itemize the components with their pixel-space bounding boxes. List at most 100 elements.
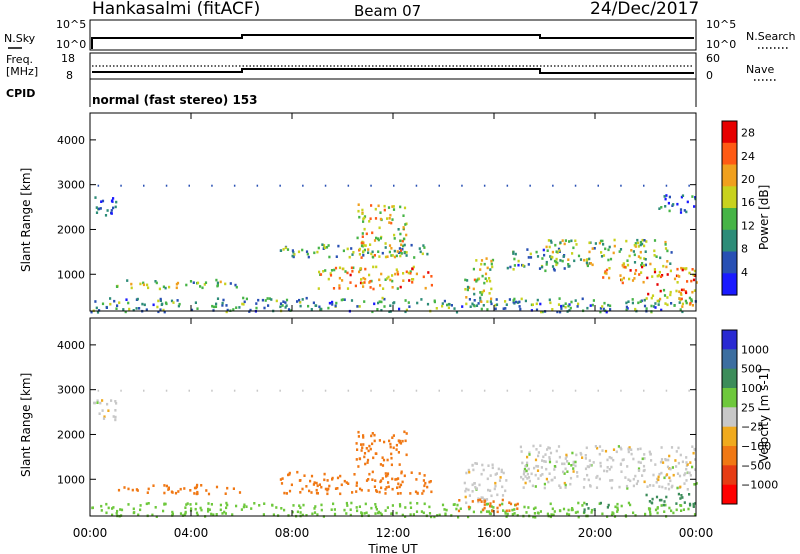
power-cell — [142, 283, 146, 287]
power-cell — [327, 277, 330, 281]
power-cell — [325, 246, 329, 249]
velocity-cell — [677, 492, 680, 496]
velocity-cell — [381, 456, 384, 459]
velocity-cell — [195, 492, 198, 496]
velocity-cell — [539, 474, 542, 477]
velocity-cell — [323, 478, 326, 482]
velocity-cell — [313, 511, 317, 514]
power-cell — [94, 196, 97, 199]
power-cell — [158, 287, 161, 291]
power-cell — [292, 250, 295, 254]
velocity-cell — [664, 487, 667, 490]
velocity-cell — [380, 513, 383, 516]
velocity-cell — [430, 490, 433, 494]
velocity-cell — [313, 481, 316, 484]
power-cell — [377, 250, 380, 253]
power-cell — [564, 305, 567, 309]
velocity-cell — [375, 490, 378, 493]
power-cell — [653, 254, 656, 257]
power-cell — [391, 279, 394, 283]
power-cell — [373, 302, 376, 306]
power-cell — [106, 209, 109, 212]
power-cell — [282, 300, 285, 303]
velocity-cell — [355, 484, 358, 487]
velocity-cell — [618, 485, 621, 489]
velocity-cell — [670, 446, 674, 449]
velocity-cell — [364, 462, 367, 466]
velocity-cell — [533, 512, 536, 515]
power-cell — [263, 306, 266, 310]
time-axis: 00:00 04:00 08:00 12:00 16:00 20:00 00:00 — [73, 113, 713, 540]
power-cell — [640, 271, 643, 274]
velocity-cell — [482, 498, 486, 501]
power-cell — [190, 308, 194, 312]
y-tick-label: 3000 — [57, 179, 85, 192]
velocity-cell — [114, 415, 117, 419]
power-cell — [249, 308, 252, 312]
velocity-cell — [271, 504, 274, 507]
power-cell — [693, 205, 696, 208]
velocity-cell — [397, 439, 400, 442]
velocity-plot-bg — [90, 318, 696, 516]
power-cell — [659, 289, 662, 293]
velocity-cell — [303, 474, 306, 477]
power-cell — [476, 278, 479, 282]
velocity-cell — [692, 505, 695, 508]
power-cell — [222, 298, 225, 302]
power-cell — [660, 206, 663, 209]
velocity-cell — [598, 502, 601, 505]
velocity-cell — [669, 479, 672, 483]
velocity-cell — [428, 505, 431, 509]
velocity-cell — [167, 486, 170, 490]
power-cell — [597, 184, 599, 187]
velocity-cell — [694, 458, 697, 461]
velocity-cell — [536, 469, 540, 472]
power-cell — [400, 243, 403, 247]
velocity-cell — [288, 489, 292, 493]
power-cell — [172, 301, 175, 304]
velocity-cell — [363, 512, 366, 515]
velocity-cell — [365, 511, 368, 515]
velocity-cell — [632, 457, 635, 461]
velocity-cell — [590, 508, 594, 512]
power-cell — [359, 267, 362, 270]
power-cell — [390, 254, 393, 257]
velocity-cell — [530, 472, 533, 476]
velocity-cell — [400, 471, 403, 475]
velocity-cell — [389, 445, 392, 449]
power-cell — [475, 304, 479, 307]
power-cell — [405, 251, 408, 254]
velocity-cell — [536, 465, 540, 468]
power-cell — [367, 251, 370, 254]
power-cell — [363, 248, 366, 252]
velocity-cell — [403, 430, 406, 434]
velocity-cell — [465, 471, 468, 475]
colorbar-swatch — [722, 164, 737, 187]
power-cell — [693, 289, 696, 292]
velocity-cell — [537, 454, 540, 458]
velocity-cell — [691, 465, 694, 469]
power-cell — [362, 244, 366, 247]
power-cell — [405, 233, 408, 237]
velocity-cell — [115, 402, 118, 405]
power-cell — [399, 250, 402, 254]
power-cell — [464, 278, 467, 282]
power-cell — [664, 247, 668, 250]
velocity-cell — [614, 505, 617, 509]
velocity-cell — [384, 492, 387, 495]
power-cell — [603, 301, 606, 305]
velocity-cell — [489, 512, 492, 516]
power-cell — [363, 215, 367, 218]
power-cell — [455, 310, 459, 314]
velocity-cell — [577, 501, 580, 505]
power-cell — [608, 267, 611, 270]
velocity-cell — [604, 449, 608, 453]
velocity-cell — [171, 510, 174, 514]
velocity-cell — [189, 489, 192, 492]
power-cell — [551, 308, 554, 311]
velocity-cell — [683, 501, 686, 504]
power-cell — [639, 300, 642, 303]
velocity-cell — [311, 512, 314, 516]
velocity-cell — [102, 417, 106, 420]
